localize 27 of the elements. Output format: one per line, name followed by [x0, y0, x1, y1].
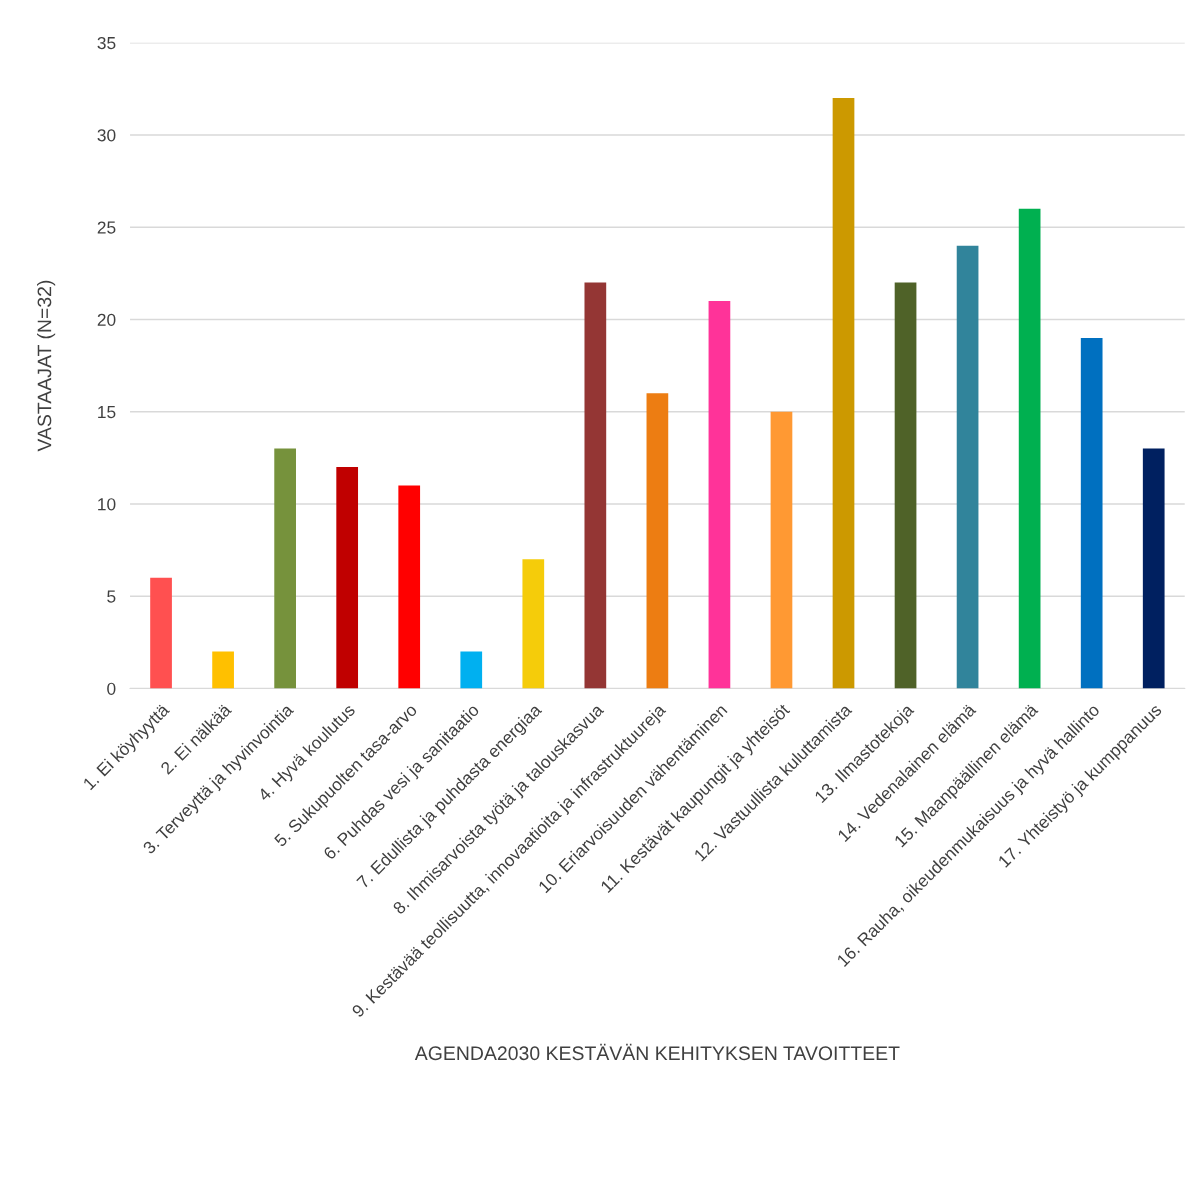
bar [398, 485, 421, 689]
bar [1018, 208, 1041, 689]
bar [150, 577, 172, 689]
bar [832, 98, 855, 689]
bar [1080, 337, 1103, 689]
bar [708, 301, 731, 689]
bar [460, 651, 483, 689]
bar [894, 282, 917, 689]
bar [212, 651, 234, 689]
bar [522, 559, 545, 689]
y-tick-label: 5 [107, 590, 116, 603]
bar [336, 467, 359, 689]
bar [770, 411, 793, 689]
bar [584, 282, 607, 689]
y-tick-label: 10 [98, 498, 116, 511]
y-tick-label: 30 [97, 129, 116, 142]
y-tick-label: 15 [98, 406, 116, 419]
y-axis-title: VASTAAJAT (N=32) [37, 280, 56, 452]
y-tick-label: 35 [97, 36, 116, 50]
bar [274, 448, 296, 689]
y-tick-label: 0 [107, 682, 116, 695]
x-axis-title: AGENDA2030 KESTÄVÄN KEHITYKSEN TAVOITTEET [414, 1043, 900, 1061]
bar [646, 393, 669, 689]
bar [956, 245, 979, 689]
y-tick-label: 25 [97, 221, 116, 234]
bar [1142, 448, 1165, 689]
y-tick-label: 20 [97, 313, 116, 326]
